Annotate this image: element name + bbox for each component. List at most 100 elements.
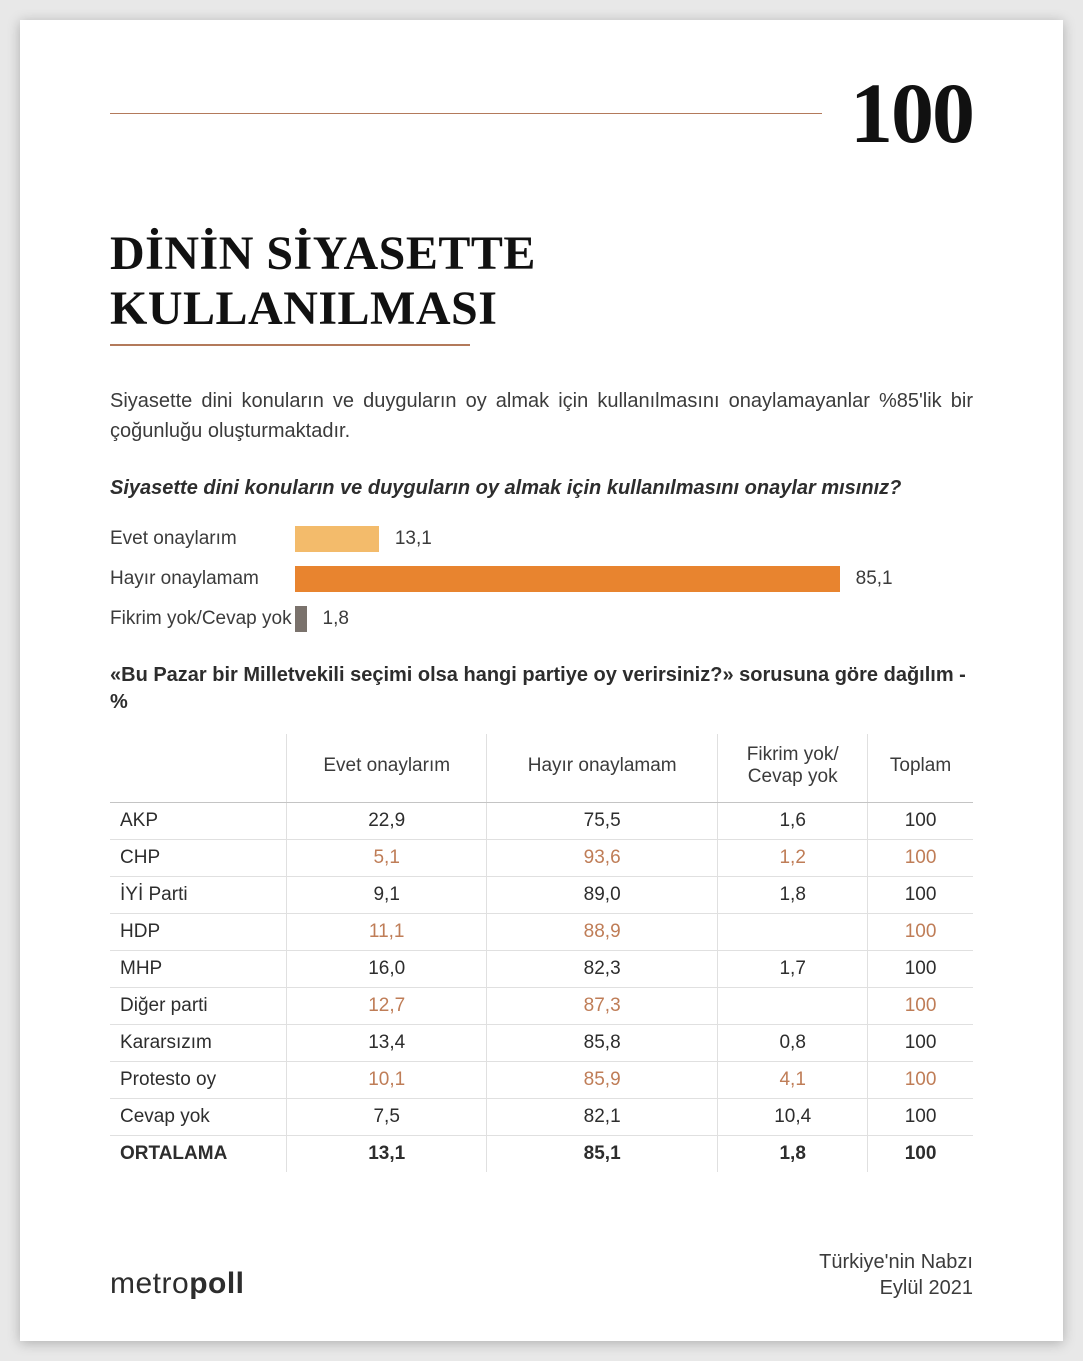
bar-label: Fikrim yok/Cevap yok	[110, 608, 295, 630]
table-cell: CHP	[110, 840, 287, 877]
table-cell: 16,0	[287, 951, 487, 988]
title-underline	[110, 344, 470, 346]
bar-track: 85,1	[295, 566, 973, 592]
publication-info: Türkiye'nin Nabzı Eylül 2021	[819, 1249, 973, 1301]
table-cell: 100	[868, 840, 973, 877]
table-cell: 75,5	[487, 803, 718, 840]
table-cell: 5,1	[287, 840, 487, 877]
table-row: Cevap yok7,582,110,4100	[110, 1099, 973, 1136]
brand-thin: metro	[110, 1267, 189, 1300]
bar-track: 13,1	[295, 526, 973, 552]
table-cell: 89,0	[487, 877, 718, 914]
bar-value: 1,8	[323, 608, 349, 630]
table-row: Kararsızım13,485,80,8100	[110, 1025, 973, 1062]
table-cell: 1,6	[718, 803, 868, 840]
bar-value: 85,1	[856, 568, 893, 590]
table-cell: 1,2	[718, 840, 868, 877]
bar-row: Evet onaylarım 13,1	[110, 526, 973, 552]
table-cell: 10,4	[718, 1099, 868, 1136]
table-row: MHP16,082,31,7100	[110, 951, 973, 988]
brand-bold: poll	[189, 1267, 244, 1300]
bar-label: Evet onaylarım	[110, 528, 295, 550]
table-cell: HDP	[110, 914, 287, 951]
table-cell: 7,5	[287, 1099, 487, 1136]
header-row: 100	[110, 70, 973, 156]
table-cell: İYİ Parti	[110, 877, 287, 914]
table-cell: 10,1	[287, 1062, 487, 1099]
table-cell: Protesto oy	[110, 1062, 287, 1099]
page-sheet: 100 DİNİN SİYASETTE KULLANILMASI Siyaset…	[20, 20, 1063, 1341]
page-title: DİNİN SİYASETTE KULLANILMASI	[110, 226, 973, 336]
table-cell: 88,9	[487, 914, 718, 951]
page-number: 100	[850, 70, 973, 156]
publication-title: Türkiye'nin Nabzı	[819, 1249, 973, 1275]
bar-row: Fikrim yok/Cevap yok 1,8	[110, 606, 973, 632]
table-cell: 13,1	[287, 1136, 487, 1173]
table-cell: 100	[868, 877, 973, 914]
table-cell: 11,1	[287, 914, 487, 951]
title-line-1: DİNİN SİYASETTE	[110, 227, 536, 280]
table-cell: 85,1	[487, 1136, 718, 1173]
summary-paragraph: Siyasette dini konuların ve duyguların o…	[110, 386, 973, 446]
table-header-cell	[110, 734, 287, 803]
table-cell: AKP	[110, 803, 287, 840]
table-cell: 82,3	[487, 951, 718, 988]
table-cell: 1,7	[718, 951, 868, 988]
table-cell: 100	[868, 803, 973, 840]
table-cell: 87,3	[487, 988, 718, 1025]
table-row: Protesto oy10,185,94,1100	[110, 1062, 973, 1099]
approval-bar-chart: Evet onaylarım 13,1 Hayır onaylamam 85,1 Fik…	[110, 526, 973, 632]
bar-fill	[295, 566, 840, 592]
table-row: AKP22,975,51,6100	[110, 803, 973, 840]
bar-row: Hayır onaylamam 85,1	[110, 566, 973, 592]
table-row: İYİ Parti9,189,01,8100	[110, 877, 973, 914]
table-cell: Diğer parti	[110, 988, 287, 1025]
table-cell: 13,4	[287, 1025, 487, 1062]
table-row: HDP11,188,9 100	[110, 914, 973, 951]
table-cell: 100	[868, 914, 973, 951]
survey-question: Siyasette dini konuların ve duyguların o…	[110, 474, 973, 502]
table-cell: 1,8	[718, 877, 868, 914]
table-cell: 82,1	[487, 1099, 718, 1136]
publication-date: Eylül 2021	[819, 1275, 973, 1301]
table-cell: 85,9	[487, 1062, 718, 1099]
table-row: CHP5,193,61,2100	[110, 840, 973, 877]
table-header-row: Evet onaylarımHayır onaylamamFikrim yok/…	[110, 734, 973, 803]
table-cell: 0,8	[718, 1025, 868, 1062]
table-cell: 85,8	[487, 1025, 718, 1062]
bar-label: Hayır onaylamam	[110, 568, 295, 590]
party-breakdown-table: Evet onaylarımHayır onaylamamFikrim yok/…	[110, 734, 973, 1172]
title-line-2: KULLANILMASI	[110, 282, 497, 335]
table-cell: 9,1	[287, 877, 487, 914]
brand-logo: metropoll	[110, 1267, 245, 1301]
table-subheading: «Bu Pazar bir Milletvekili seçimi olsa h…	[110, 662, 973, 716]
table-cell: 93,6	[487, 840, 718, 877]
bar-value: 13,1	[395, 528, 432, 550]
table-cell: 4,1	[718, 1062, 868, 1099]
table-header-cell: Toplam	[868, 734, 973, 803]
table-cell: MHP	[110, 951, 287, 988]
bar-fill	[295, 526, 379, 552]
table-cell: Kararsızım	[110, 1025, 287, 1062]
table-average-row: ORTALAMA13,185,11,8100	[110, 1136, 973, 1173]
table-cell	[718, 988, 868, 1025]
table-row: Diğer parti12,787,3 100	[110, 988, 973, 1025]
table-header-cell: Evet onaylarım	[287, 734, 487, 803]
header-rule	[110, 113, 822, 114]
table-cell: 100	[868, 1099, 973, 1136]
table-cell: 1,8	[718, 1136, 868, 1173]
table-cell: 100	[868, 1025, 973, 1062]
table-cell: ORTALAMA	[110, 1136, 287, 1173]
table-cell: 100	[868, 988, 973, 1025]
table-cell: 100	[868, 951, 973, 988]
table-header-cell: Fikrim yok/Cevap yok	[718, 734, 868, 803]
table-cell: 22,9	[287, 803, 487, 840]
bar-track: 1,8	[295, 606, 973, 632]
table-cell: 100	[868, 1136, 973, 1173]
table-cell	[718, 914, 868, 951]
bar-fill	[295, 606, 307, 632]
table-cell: Cevap yok	[110, 1099, 287, 1136]
table-cell: 100	[868, 1062, 973, 1099]
table-cell: 12,7	[287, 988, 487, 1025]
table-header-cell: Hayır onaylamam	[487, 734, 718, 803]
